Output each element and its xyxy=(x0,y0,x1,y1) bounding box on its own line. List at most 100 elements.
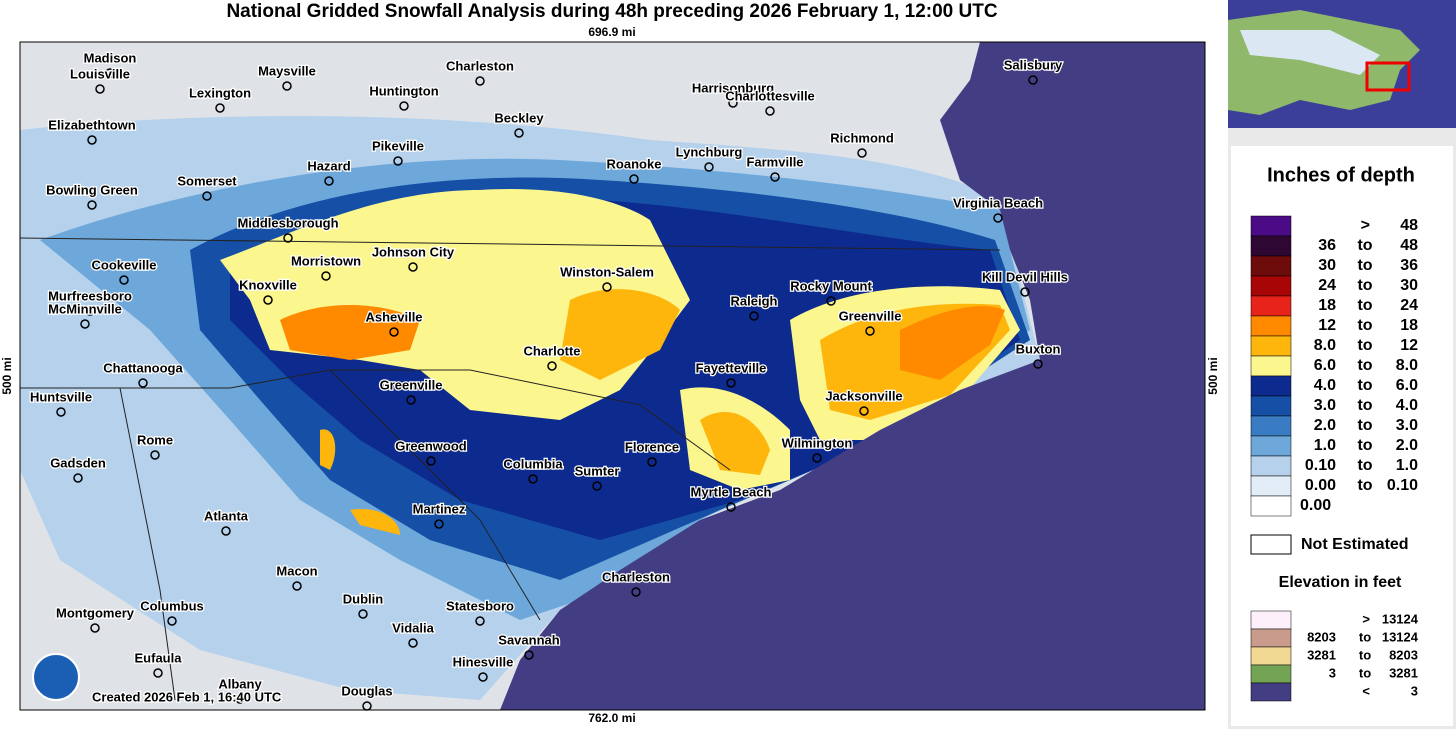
city-marker xyxy=(475,76,485,86)
city-marker xyxy=(389,327,399,337)
legend-swatch xyxy=(1250,375,1292,397)
city-label: Hazard xyxy=(307,158,350,173)
city-label: Jacksonville xyxy=(825,388,902,403)
city-marker xyxy=(90,623,100,633)
legend-swatch xyxy=(1250,664,1292,684)
legend-high: 8.0 xyxy=(1396,357,1418,374)
legend-low: > xyxy=(1361,217,1370,234)
legend-high: 24 xyxy=(1400,297,1418,314)
legend-low: 0.00 xyxy=(1305,477,1336,494)
city-label: Roanoke xyxy=(607,156,662,171)
legend-low: 12 xyxy=(1318,317,1336,334)
legend-sep: to xyxy=(1357,257,1372,274)
city-label: Charleston xyxy=(446,58,514,73)
legend-high: 0.10 xyxy=(1387,477,1418,494)
city-marker xyxy=(87,135,97,145)
legend-high: 18 xyxy=(1400,317,1418,334)
legend-low: 24 xyxy=(1318,277,1336,294)
city-marker xyxy=(857,148,867,158)
city-marker xyxy=(592,481,602,491)
city-label: Florence xyxy=(625,439,679,454)
legend-low: 36 xyxy=(1318,237,1336,254)
legend-swatch xyxy=(1250,295,1292,317)
city-label: Murfreesboro xyxy=(48,288,132,303)
legend-sep: to xyxy=(1357,397,1372,414)
city-marker xyxy=(602,282,612,292)
legend-low: 0.00 xyxy=(1300,497,1331,514)
legend-sep: to xyxy=(1357,457,1372,474)
legend-low: 0.10 xyxy=(1305,457,1336,474)
city-label: Virginia Beach xyxy=(953,195,1043,210)
city-marker xyxy=(475,616,485,626)
city-label: Winston-Salem xyxy=(560,264,654,279)
city-marker xyxy=(87,200,97,210)
scale-right: 500 mi xyxy=(1206,357,1220,394)
legend: >48 36 to 48 30 to 36 24 to 30 18 to 24 12 to 18 8.0 to 12… xyxy=(1250,215,1419,702)
city-marker xyxy=(393,156,403,166)
legend-swatch xyxy=(1250,315,1292,337)
legend-sep: to xyxy=(1357,317,1372,334)
city-label: Vidalia xyxy=(392,620,434,635)
city-label: Eufaula xyxy=(135,650,183,665)
city-marker xyxy=(1028,75,1038,85)
legend-high: 1.0 xyxy=(1396,457,1418,474)
legend-low: 1.0 xyxy=(1314,437,1336,454)
city-label: Buxton xyxy=(1016,341,1061,356)
city-marker xyxy=(95,84,105,94)
city-label: Albany xyxy=(218,676,262,691)
city-marker xyxy=(629,174,639,184)
city-label: McMinnville xyxy=(48,301,122,316)
city-label: Greenville xyxy=(380,377,443,392)
legend-low: 4.0 xyxy=(1314,377,1336,394)
city-label: Richmond xyxy=(830,130,894,145)
legend-sep: to xyxy=(1357,377,1372,394)
city-label: Greenwood xyxy=(395,438,467,453)
city-label: Huntington xyxy=(369,83,438,98)
not-estimated-swatch xyxy=(1250,534,1292,555)
city-marker xyxy=(282,81,292,91)
city-label: Salisbury xyxy=(1004,57,1063,72)
city-marker xyxy=(631,587,641,597)
legend-high: 48 xyxy=(1400,217,1418,234)
map-frame xyxy=(19,41,1206,711)
elevation-title: Elevation in feet xyxy=(1279,574,1402,591)
legend-high: 30 xyxy=(1400,277,1418,294)
city-label: Bowling Green xyxy=(46,182,138,197)
city-label: Fayetteville xyxy=(696,360,767,375)
city-marker xyxy=(235,694,245,704)
city-marker xyxy=(283,233,293,243)
legend-swatch xyxy=(1250,415,1292,437)
city-marker xyxy=(993,213,1003,223)
city-marker xyxy=(73,473,83,483)
city-label: Charlottesville xyxy=(725,88,815,103)
legend-swatch xyxy=(1250,215,1292,237)
legend-sep: to xyxy=(1359,665,1371,680)
legend-swatch xyxy=(1250,628,1292,648)
city-marker xyxy=(1033,359,1043,369)
ocean xyxy=(500,42,1205,710)
city-marker xyxy=(56,407,66,417)
legend-swatch xyxy=(1250,235,1292,257)
legend-swatch xyxy=(1250,610,1292,630)
city-label: Gadsden xyxy=(50,455,106,470)
legend-sep: to xyxy=(1357,337,1372,354)
legend-low: 2.0 xyxy=(1314,417,1336,434)
city-label: Morristown xyxy=(291,253,361,268)
city-label: Raleigh xyxy=(731,293,778,308)
city-label: Pikeville xyxy=(372,138,424,153)
legend-high: 3281 xyxy=(1389,665,1418,680)
city-marker xyxy=(408,262,418,272)
city-marker xyxy=(263,295,273,305)
legend-sep: to xyxy=(1357,277,1372,294)
city-label: Greenville xyxy=(839,308,902,323)
noaa-logo xyxy=(32,653,80,701)
city-marker xyxy=(150,450,160,460)
city-marker xyxy=(547,361,557,371)
city-marker xyxy=(153,668,163,678)
city-marker xyxy=(865,326,875,336)
city-marker xyxy=(726,502,736,512)
city-label: Myrtle Beach xyxy=(691,484,772,499)
